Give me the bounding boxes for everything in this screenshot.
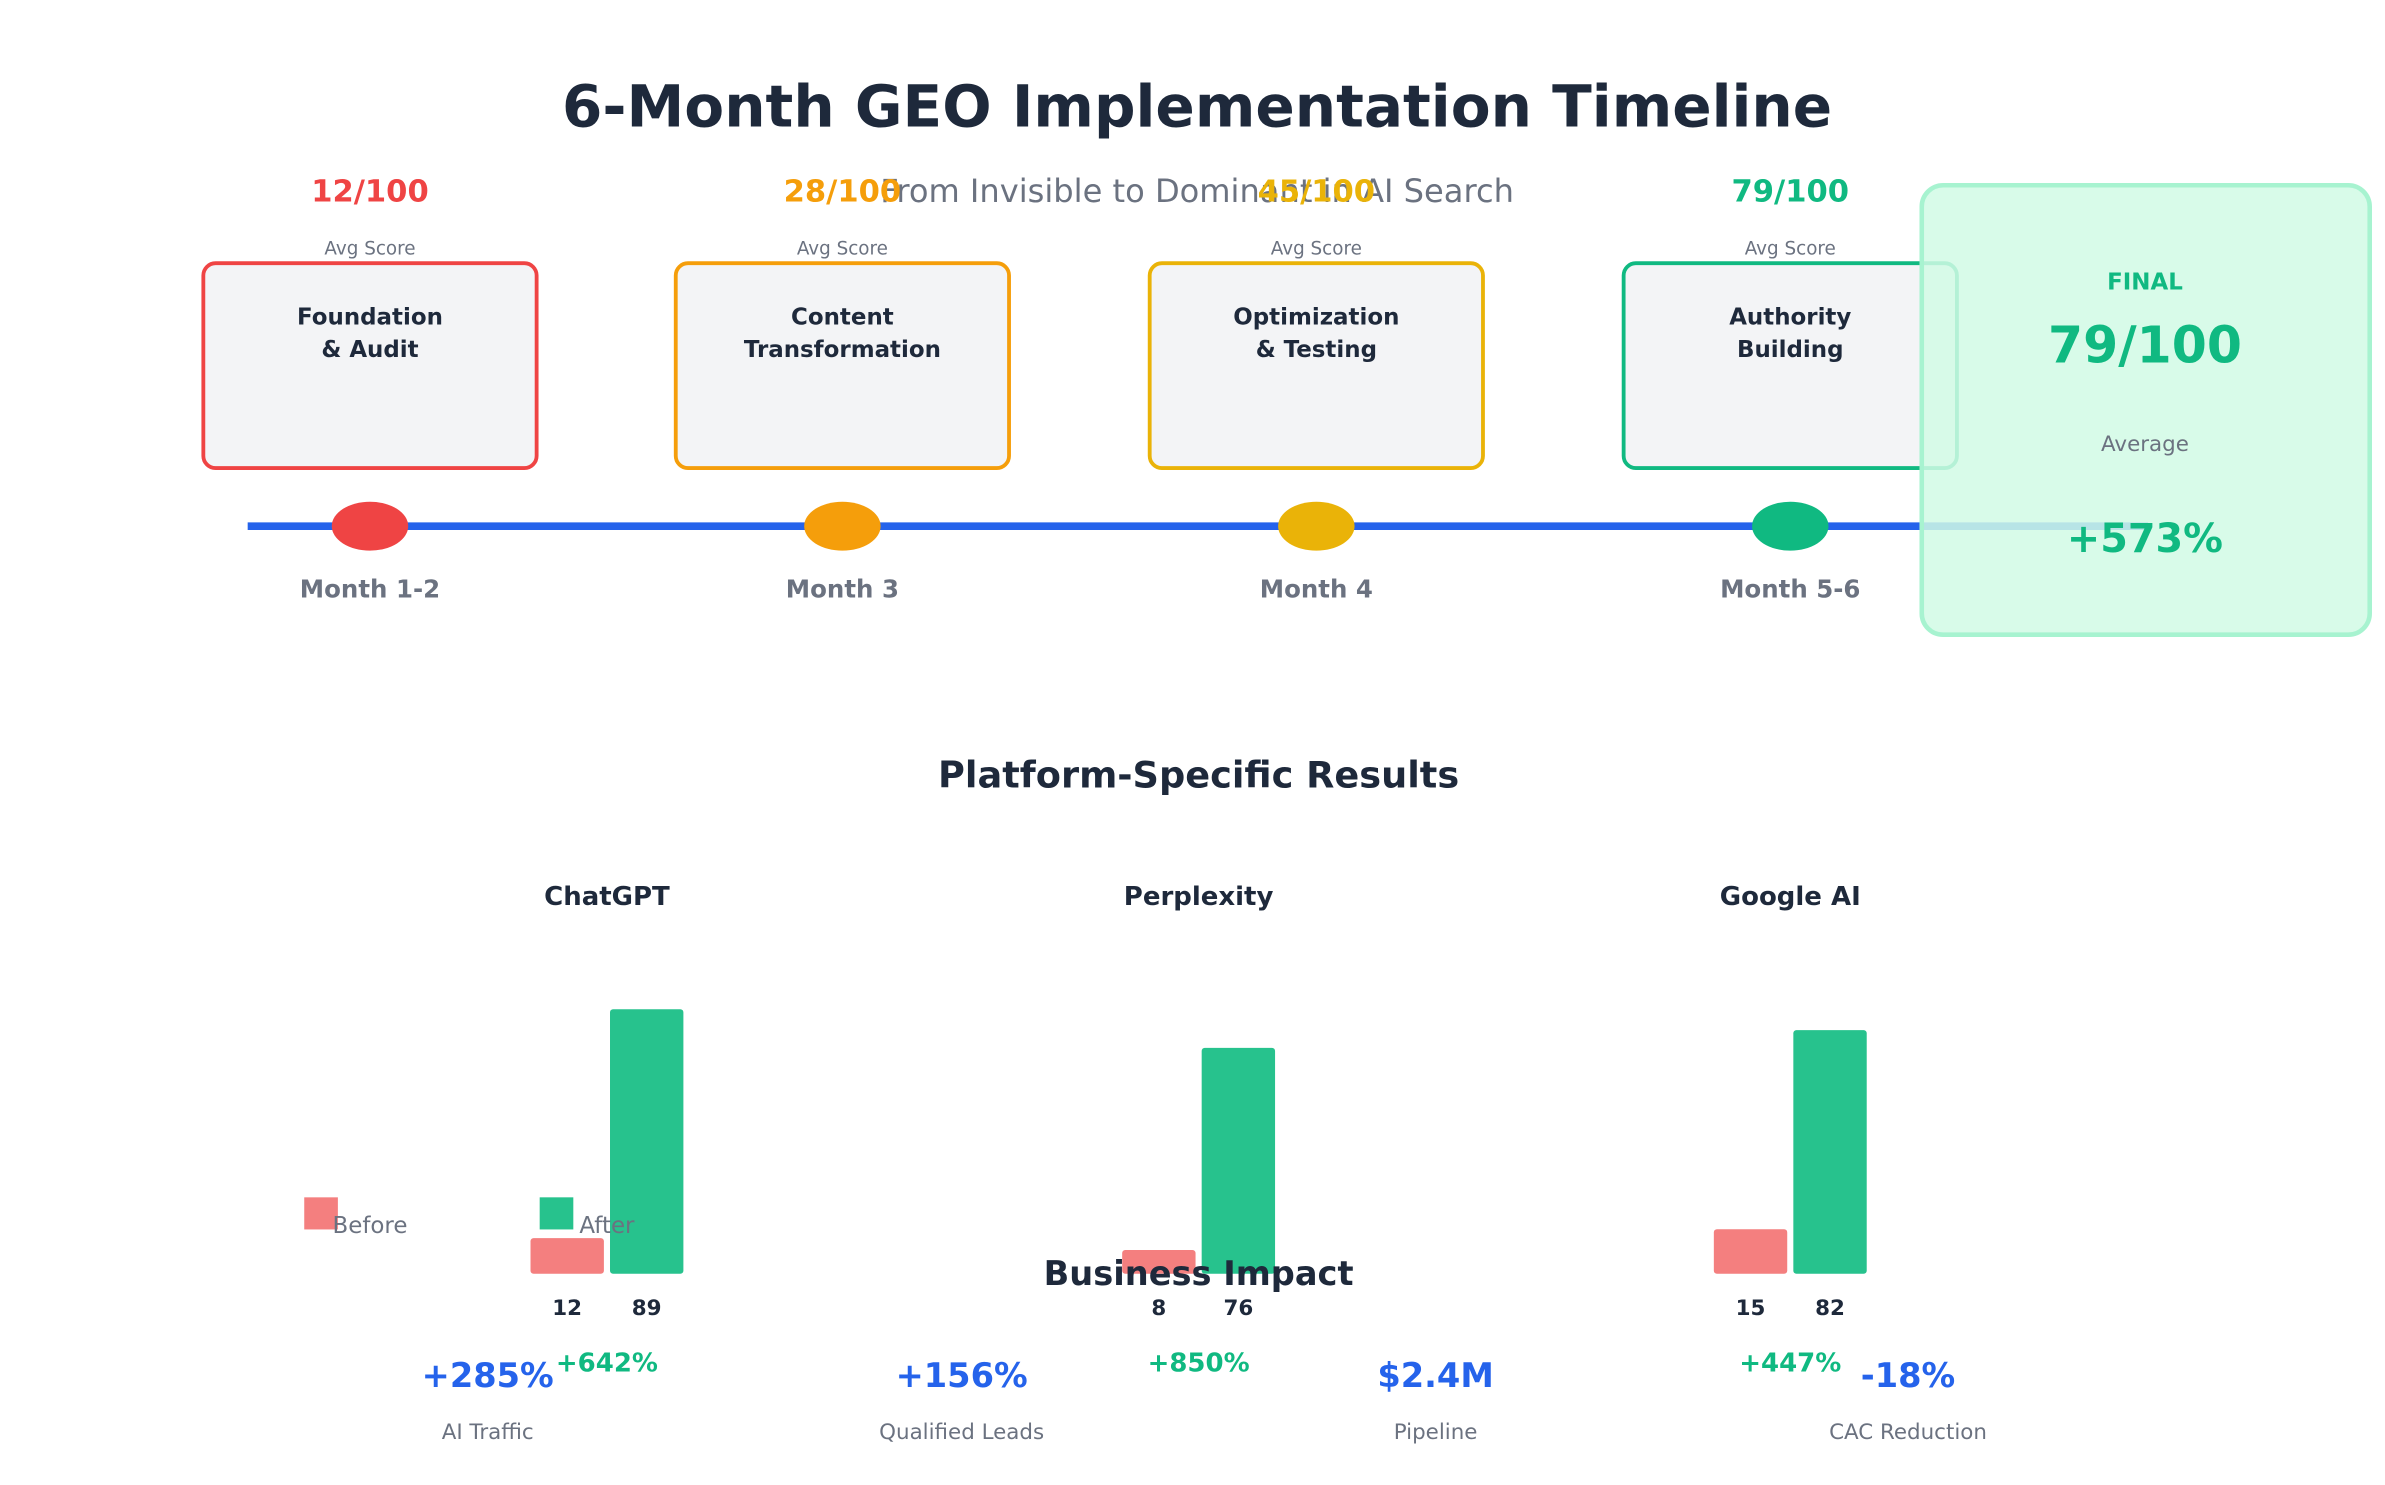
- platform-name: Perplexity: [1124, 882, 1274, 912]
- timeline-dot: [1752, 501, 1829, 551]
- bar: [1793, 1030, 1867, 1274]
- impact-value: -18%: [1861, 1356, 1955, 1395]
- bar-value-label: 8: [1151, 1296, 1166, 1321]
- final-box: [1919, 182, 2373, 638]
- timeline-dot: [331, 501, 409, 551]
- bar-value-label: 15: [1736, 1296, 1766, 1321]
- bar: [1713, 1229, 1788, 1274]
- phase-score-label: Avg Score: [1271, 238, 1362, 259]
- title: 6-Month GEO Implementation Timeline: [562, 72, 1832, 140]
- impact-label: Pipeline: [1394, 1420, 1478, 1445]
- phase-score-label: Avg Score: [797, 238, 888, 259]
- bar-value-label: 12: [552, 1296, 582, 1321]
- platform-change: +447%: [1739, 1348, 1841, 1378]
- legend-label: Before: [333, 1213, 408, 1239]
- phase-box: [1147, 261, 1485, 470]
- phase-period: Month 4: [1260, 574, 1373, 603]
- legend-swatch: [304, 1197, 338, 1230]
- impact-title: Business Impact: [1044, 1254, 1354, 1293]
- legend-label: After: [579, 1213, 635, 1239]
- phase-box: [673, 261, 1011, 470]
- bar: [1122, 1249, 1196, 1274]
- platform-name: Google AI: [1720, 882, 1861, 912]
- phase-name: Building: [1737, 337, 1844, 363]
- phase-score: 28/100: [784, 174, 902, 209]
- impact-value: $2.4M: [1377, 1356, 1493, 1395]
- phase-name: Foundation: [297, 305, 443, 331]
- bar: [1201, 1047, 1276, 1274]
- timeline-dot: [804, 501, 881, 551]
- phase-score-label: Avg Score: [324, 238, 415, 259]
- bar: [610, 1009, 684, 1274]
- platform-change: +850%: [1148, 1348, 1250, 1378]
- impact-value: +156%: [896, 1356, 1028, 1395]
- chart-title: Platform-Specific Results: [938, 753, 1459, 796]
- final-change: +573%: [2067, 516, 2223, 562]
- platform-change: +642%: [556, 1348, 658, 1378]
- timeline-dot: [1278, 501, 1355, 551]
- phase-period: Month 5-6: [1720, 574, 1860, 603]
- legend-swatch: [539, 1197, 574, 1230]
- phase-score: 12/100: [311, 174, 428, 209]
- final-score-label: Average: [2101, 432, 2189, 457]
- phase-score: 79/100: [1732, 174, 1850, 209]
- final-label: FINAL: [2107, 270, 2183, 296]
- phase-score: 45/100: [1258, 174, 1376, 209]
- phase-score-label: Avg Score: [1745, 238, 1836, 259]
- impact-value: +285%: [422, 1356, 554, 1395]
- phase-box: [1621, 261, 1959, 470]
- phase-period: Month 3: [786, 574, 899, 603]
- impact-label: AI Traffic: [442, 1420, 534, 1445]
- platform-name: ChatGPT: [544, 882, 670, 912]
- bar-value-label: 82: [1815, 1296, 1845, 1321]
- phase-name: & Audit: [321, 337, 418, 363]
- phase-period: Month 1-2: [300, 574, 440, 603]
- bar-value-label: 76: [1223, 1296, 1253, 1321]
- phase-name: Optimization: [1233, 305, 1399, 331]
- phase-name: & Testing: [1256, 337, 1377, 363]
- final-score: 79/100: [2048, 315, 2242, 374]
- impact-label: CAC Reduction: [1829, 1420, 1987, 1445]
- subtitle: From Invisible to Dominant in AI Search: [880, 172, 1514, 210]
- phase-box: [201, 261, 539, 470]
- phase-name: Authority: [1729, 305, 1851, 331]
- phase-name: Transformation: [744, 337, 941, 363]
- phase-name: Content: [791, 305, 894, 331]
- bar-value-label: 89: [632, 1296, 662, 1321]
- bar: [530, 1238, 604, 1274]
- impact-label: Qualified Leads: [879, 1420, 1044, 1445]
